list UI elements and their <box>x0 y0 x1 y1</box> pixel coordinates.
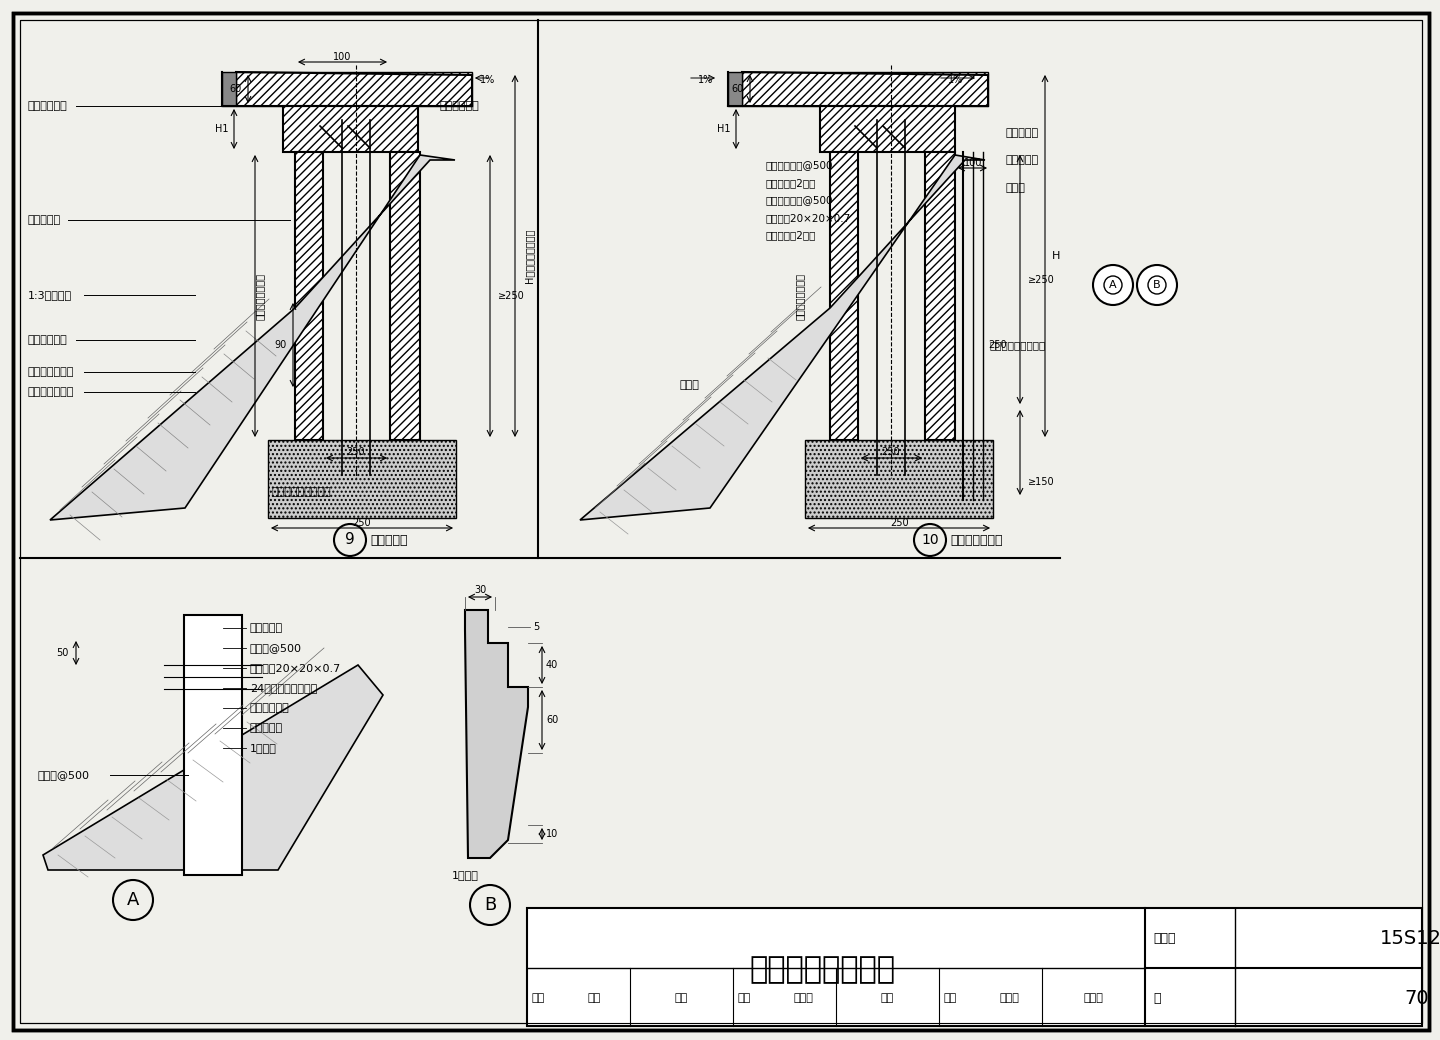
Text: 校对: 校对 <box>737 993 750 1003</box>
Text: 水泥钉或射钉@500: 水泥钉或射钉@500 <box>765 196 832 205</box>
Bar <box>295 152 323 440</box>
Text: （或见个体工程）: （或见个体工程） <box>255 272 265 319</box>
Text: 100: 100 <box>333 52 351 62</box>
Text: 防水材料封堵: 防水材料封堵 <box>441 101 480 111</box>
Text: 坡屋面管道井详图: 坡屋面管道井详图 <box>749 956 896 985</box>
Text: H: H <box>1053 251 1060 261</box>
Bar <box>390 152 420 440</box>
Text: ≥150: ≥150 <box>1028 477 1054 487</box>
Text: ≥250: ≥250 <box>498 291 524 301</box>
Text: 穿屋面管道: 穿屋面管道 <box>27 215 60 225</box>
Text: 30: 30 <box>474 584 487 595</box>
Text: 见个体工程设计: 见个体工程设计 <box>27 387 75 397</box>
Text: 15S128: 15S128 <box>1380 929 1440 947</box>
Text: 有无保温隔热层: 有无保温隔热层 <box>27 367 75 376</box>
Text: 至州: 至州 <box>880 993 894 1003</box>
Text: 钢、木挂瓦条: 钢、木挂瓦条 <box>27 335 68 345</box>
Text: A: A <box>1109 280 1117 290</box>
Polygon shape <box>729 72 742 106</box>
Text: （瓦屋面）: （瓦屋面） <box>370 534 408 546</box>
Text: ≥250: ≥250 <box>1028 275 1054 285</box>
Polygon shape <box>222 72 236 106</box>
Text: 70: 70 <box>1404 988 1430 1008</box>
Text: 1:3水泥砂浆: 1:3水泥砂浆 <box>27 290 72 300</box>
Text: （每边至少2个）: （每边至少2个） <box>765 178 815 188</box>
Text: 镀锌垫片20×20×0.7: 镀锌垫片20×20×0.7 <box>765 213 850 223</box>
Circle shape <box>1093 265 1133 305</box>
Text: 鲁永飞: 鲁永飞 <box>793 993 814 1003</box>
Text: 汤正: 汤正 <box>674 993 688 1003</box>
Text: H1: H1 <box>717 124 730 134</box>
Text: H1: H1 <box>215 124 228 134</box>
Text: 250: 250 <box>353 518 372 528</box>
Text: 设计: 设计 <box>943 993 956 1003</box>
Text: 60: 60 <box>230 84 242 94</box>
Text: 水泥钉@500: 水泥钉@500 <box>251 643 302 653</box>
Text: B: B <box>1153 280 1161 290</box>
Text: 页: 页 <box>1153 991 1161 1005</box>
Text: B: B <box>484 896 497 914</box>
Text: 审核: 审核 <box>531 993 544 1003</box>
Text: 管道口防水层: 管道口防水层 <box>251 703 289 713</box>
Text: 附加防水层: 附加防水层 <box>251 723 284 733</box>
Bar <box>268 440 456 518</box>
Text: 镀锌垫片20×20×0.7: 镀锌垫片20×20×0.7 <box>251 664 341 673</box>
Text: 防水材料封堵: 防水材料封堵 <box>27 101 68 111</box>
Text: 250: 250 <box>881 447 900 457</box>
Text: 10: 10 <box>546 829 559 839</box>
Text: 250: 250 <box>988 340 1007 350</box>
Text: 60: 60 <box>732 84 744 94</box>
Bar <box>284 106 418 152</box>
Text: 250: 250 <box>347 447 366 457</box>
Text: （油毡瓦屋面）: （油毡瓦屋面） <box>950 534 1002 546</box>
Text: 水泥钉或射钉@500: 水泥钉或射钉@500 <box>765 160 832 170</box>
Text: 附加防水层: 附加防水层 <box>1005 155 1038 165</box>
Text: 密封胶封严: 密封胶封严 <box>251 623 284 633</box>
Text: 墙体材料详个体设计: 墙体材料详个体设计 <box>272 487 331 497</box>
Bar <box>819 106 955 152</box>
Text: 曾雁: 曾雁 <box>588 993 602 1003</box>
Text: 9: 9 <box>346 532 354 547</box>
Polygon shape <box>43 665 383 870</box>
Text: H（或见个体工程）: H（或见个体工程） <box>524 229 534 283</box>
Text: 柳吹茧: 柳吹茧 <box>1083 993 1103 1003</box>
Text: 油毡瓦: 油毡瓦 <box>680 380 700 390</box>
Text: 90: 90 <box>275 340 287 350</box>
Text: 图集号: 图集号 <box>1153 932 1175 944</box>
Bar <box>805 440 994 518</box>
Text: A: A <box>127 891 140 909</box>
Text: 250: 250 <box>891 518 909 528</box>
Text: 5: 5 <box>533 622 539 632</box>
Text: 水泥钉@500: 水泥钉@500 <box>37 770 89 780</box>
Text: 墙体材料详个体设计: 墙体材料详个体设计 <box>991 340 1047 350</box>
Bar <box>829 152 858 440</box>
Text: 鞠晓磊: 鞠晓磊 <box>999 993 1020 1003</box>
Polygon shape <box>50 155 455 520</box>
Text: 防水层: 防水层 <box>1005 183 1025 193</box>
Polygon shape <box>465 610 528 858</box>
Bar <box>184 615 242 875</box>
Text: 40: 40 <box>546 660 559 670</box>
Bar <box>924 152 955 440</box>
Text: 50: 50 <box>56 648 69 658</box>
Text: 10: 10 <box>922 532 939 547</box>
Bar <box>527 908 1423 1026</box>
Polygon shape <box>580 155 985 520</box>
Bar <box>236 72 472 106</box>
Bar <box>742 72 988 106</box>
Text: 密封胶封严: 密封胶封严 <box>1005 128 1038 138</box>
Text: 1厚铝板: 1厚铝板 <box>452 870 480 880</box>
Text: 24号镀锌薄钢板泛水: 24号镀锌薄钢板泛水 <box>251 683 317 693</box>
Text: 100: 100 <box>963 158 982 168</box>
Text: 1%: 1% <box>948 75 963 85</box>
Text: 1%: 1% <box>698 75 713 85</box>
Circle shape <box>1138 265 1176 305</box>
Text: 1厚铝板: 1厚铝板 <box>251 743 276 753</box>
Text: 1%: 1% <box>480 75 495 85</box>
Text: （或见个体工程）: （或见个体工程） <box>795 272 805 319</box>
Text: （每边至少2个）: （每边至少2个） <box>765 230 815 240</box>
Text: 60: 60 <box>546 716 559 725</box>
